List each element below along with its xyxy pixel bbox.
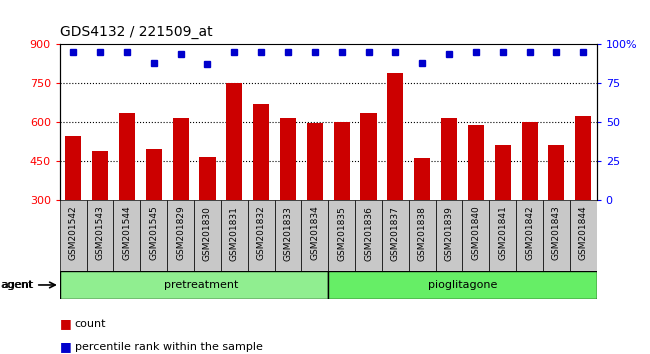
Bar — [495, 145, 511, 278]
Bar — [172, 118, 188, 278]
Text: GSM201839: GSM201839 — [445, 206, 454, 261]
Text: pioglitagone: pioglitagone — [428, 280, 497, 290]
Text: GSM201843: GSM201843 — [552, 206, 561, 261]
Bar — [302, 200, 328, 271]
Text: GSM201545: GSM201545 — [150, 206, 158, 261]
Bar — [361, 113, 376, 278]
Bar — [328, 271, 597, 299]
Text: GSM201542: GSM201542 — [69, 206, 78, 260]
Bar — [441, 118, 457, 278]
Text: agent: agent — [1, 280, 34, 290]
Text: count: count — [75, 319, 106, 329]
Bar — [86, 200, 114, 271]
Text: GSM201837: GSM201837 — [391, 206, 400, 261]
Text: GSM201830: GSM201830 — [203, 206, 212, 261]
Bar — [226, 83, 242, 278]
Bar — [489, 200, 516, 271]
Bar — [253, 104, 269, 278]
Bar — [307, 124, 323, 278]
Bar — [146, 149, 162, 278]
Text: agent: agent — [0, 280, 32, 290]
Text: GSM201544: GSM201544 — [122, 206, 131, 260]
Bar — [119, 113, 135, 278]
Text: GSM201833: GSM201833 — [283, 206, 292, 261]
Bar — [463, 200, 489, 271]
Text: GSM201836: GSM201836 — [364, 206, 373, 261]
Bar — [200, 157, 216, 278]
Bar — [280, 118, 296, 278]
Bar — [248, 200, 274, 271]
Text: GDS4132 / 221509_at: GDS4132 / 221509_at — [60, 25, 213, 39]
Bar — [575, 116, 592, 278]
Text: GSM201838: GSM201838 — [418, 206, 426, 261]
Text: ■: ■ — [60, 318, 72, 330]
Bar — [333, 122, 350, 278]
Bar — [114, 200, 140, 271]
Bar — [414, 159, 430, 278]
Text: GSM201840: GSM201840 — [471, 206, 480, 261]
Bar — [521, 122, 538, 278]
Bar — [436, 200, 463, 271]
Bar — [468, 125, 484, 278]
Bar — [387, 73, 404, 278]
Bar — [140, 200, 167, 271]
Text: GSM201543: GSM201543 — [96, 206, 105, 261]
Bar — [274, 200, 302, 271]
Text: GSM201842: GSM201842 — [525, 206, 534, 260]
Bar — [92, 151, 108, 278]
Bar — [167, 200, 194, 271]
Text: GSM201841: GSM201841 — [499, 206, 507, 261]
Bar — [65, 136, 81, 278]
Bar — [194, 200, 221, 271]
Bar — [549, 145, 564, 278]
Bar — [328, 200, 355, 271]
Text: GSM201831: GSM201831 — [230, 206, 239, 261]
Bar — [355, 200, 382, 271]
Text: percentile rank within the sample: percentile rank within the sample — [75, 342, 263, 352]
Text: GSM201829: GSM201829 — [176, 206, 185, 261]
Text: ■: ■ — [60, 341, 72, 353]
Bar — [382, 200, 409, 271]
Bar — [516, 200, 543, 271]
Text: pretreatment: pretreatment — [164, 280, 238, 290]
Text: GSM201834: GSM201834 — [310, 206, 319, 261]
Text: GSM201832: GSM201832 — [257, 206, 266, 261]
Text: GSM201835: GSM201835 — [337, 206, 346, 261]
Bar — [60, 271, 328, 299]
Bar — [409, 200, 436, 271]
Bar — [60, 200, 86, 271]
Bar — [570, 200, 597, 271]
Text: GSM201844: GSM201844 — [578, 206, 588, 260]
Bar — [221, 200, 248, 271]
Bar — [543, 200, 570, 271]
